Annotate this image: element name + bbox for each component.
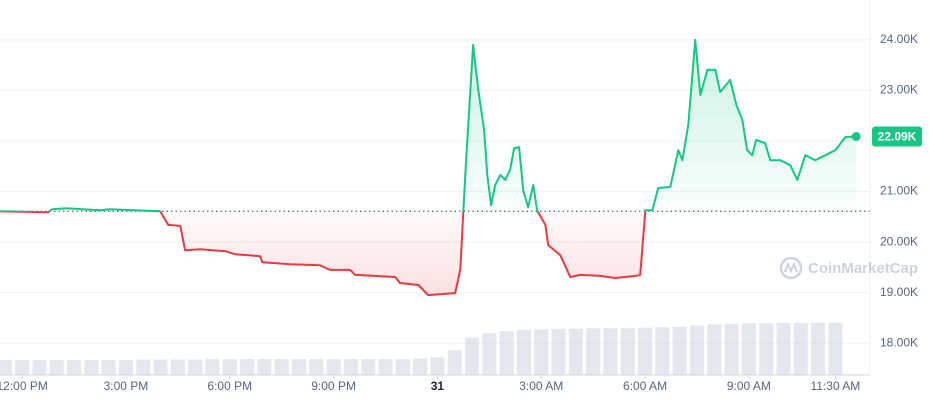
volume-bar [101, 360, 116, 375]
x-tick-label: 12:00 PM [0, 379, 48, 393]
volume-bar [395, 359, 410, 375]
volume-bar [620, 328, 635, 375]
volume-bar [118, 360, 133, 375]
watermark: CoinMarketCap [779, 256, 918, 280]
volume-bar [447, 350, 462, 375]
x-tick-label: 9:00 PM [311, 379, 356, 393]
volume-bar [465, 337, 480, 375]
volume-bar [309, 359, 324, 375]
price-line [0, 38, 857, 297]
watermark-text: CoinMarketCap [808, 260, 918, 277]
volume-bar [707, 324, 722, 375]
volume-bar [586, 328, 601, 375]
volume-bar [551, 328, 566, 375]
volume-bar [741, 323, 756, 375]
x-tick-label: 3:00 AM [519, 379, 563, 393]
y-tick-label: 24.00K [880, 32, 918, 46]
y-tick-label: 18.00K [880, 335, 918, 349]
volume-bar [84, 360, 99, 375]
price-badge [872, 126, 922, 147]
x-tick-label: 6:00 AM [623, 379, 667, 393]
volume-bar [153, 359, 168, 375]
y-tick-label: 23.00K [880, 83, 918, 97]
volume-bar [516, 329, 531, 375]
volume-bar [430, 357, 445, 375]
current-dot [851, 131, 861, 141]
volume-bar [482, 333, 497, 375]
volume-bar [343, 359, 358, 375]
price-label: 22.09K [878, 130, 917, 144]
x-tick-label: 6:00 PM [207, 379, 252, 393]
volume-bar [776, 322, 791, 375]
area [0, 39, 857, 296]
x-tick-label: 31 [431, 379, 445, 393]
volume-bar [638, 327, 653, 375]
x-tick-label: 9:00 AM [727, 379, 771, 393]
volume-bar [170, 359, 185, 375]
volume-bar [499, 331, 514, 375]
volume-bar [32, 360, 47, 375]
volume-bar [724, 323, 739, 375]
volume-bar [188, 359, 203, 375]
volume-bar [0, 360, 12, 375]
volume-bar [603, 328, 618, 375]
volume-bar [689, 325, 704, 375]
volume-bar [759, 323, 774, 375]
volume-bar [828, 322, 843, 375]
volume-bar [240, 359, 255, 375]
y-tick-label: 21.00K [880, 184, 918, 198]
volume-bar [291, 359, 306, 375]
volume-bar [413, 358, 428, 375]
volume-bar [378, 359, 393, 375]
volume-bar [326, 359, 341, 375]
volume-bar [136, 359, 151, 375]
x-tick-label: 11:30 AM [810, 379, 860, 393]
y-tick-label: 20.00K [880, 234, 918, 248]
volume-bar [205, 359, 220, 375]
volume-bar [811, 322, 826, 375]
volume-bar [49, 360, 64, 375]
volume-bar [672, 326, 687, 375]
volume-bar [655, 327, 670, 375]
y-tick-label: 19.00K [880, 285, 918, 299]
volume-bar [15, 360, 30, 375]
volume-bar [274, 359, 289, 375]
volume-bar [222, 359, 237, 375]
volume-bar [361, 359, 376, 375]
volume-bar [568, 328, 583, 375]
volume-bar [257, 359, 272, 375]
x-tick-label: 3:00 PM [104, 379, 149, 393]
volume-bar [67, 360, 82, 375]
volume-bar [534, 329, 549, 375]
volume-bar [793, 322, 808, 375]
